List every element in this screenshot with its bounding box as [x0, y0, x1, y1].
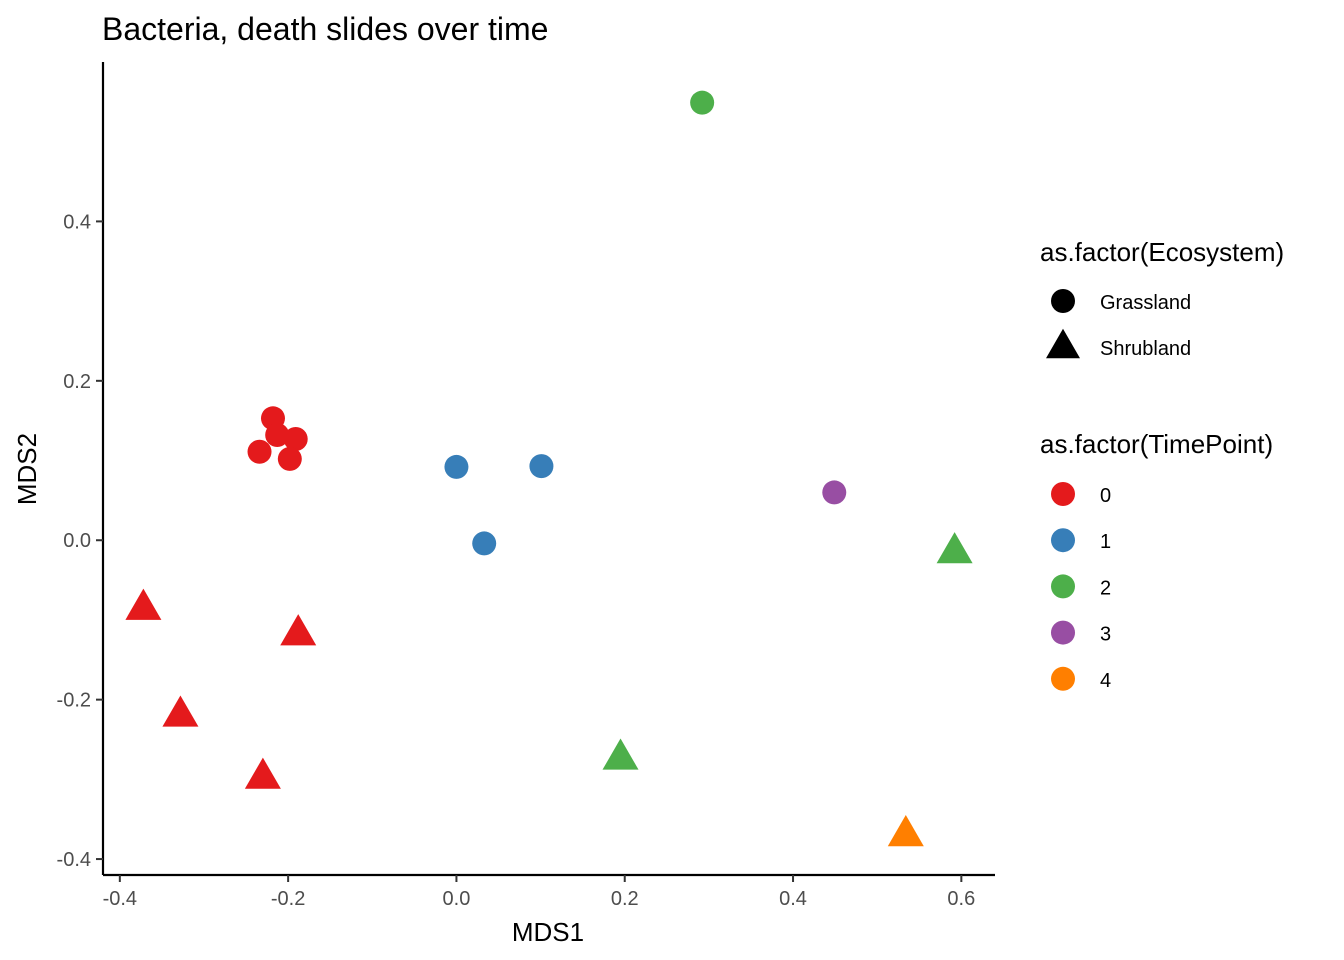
y-tick-label: 0.4 — [63, 211, 91, 233]
shape-legend-label: Shrubland — [1100, 338, 1191, 360]
data-point-triangle — [936, 532, 973, 564]
color-legend-label: 3 — [1100, 624, 1111, 646]
y-tick-label: -0.2 — [57, 690, 91, 712]
data-point-circle — [283, 427, 308, 452]
y-tick-label: 0.2 — [63, 371, 91, 393]
data-point-circle — [444, 454, 469, 479]
legend-key-color — [1051, 620, 1075, 645]
legend-key-triangle — [1046, 328, 1080, 359]
data-point-circle — [529, 454, 554, 479]
color-legend-label: 0 — [1100, 485, 1111, 507]
y-axis-title: MDS2 — [12, 433, 42, 505]
color-legend-title: as.factor(TimePoint) — [1040, 429, 1273, 459]
legend-key-circle — [1051, 289, 1075, 313]
x-axis-title: MDS1 — [512, 917, 584, 947]
data-point-circle — [690, 90, 715, 115]
data-point-triangle — [887, 815, 924, 847]
y-tick-label: 0.0 — [63, 530, 91, 552]
legend-key-color — [1051, 528, 1075, 553]
x-tick-label: -0.4 — [103, 888, 137, 910]
x-tick-label: -0.2 — [271, 888, 305, 910]
data-points — [125, 90, 973, 847]
data-point-triangle — [280, 614, 317, 646]
y-tick-label: -0.4 — [57, 849, 91, 871]
legend-key-color — [1051, 482, 1075, 506]
axes: -0.4 -0.2 0.0 0.2 0.4 0.6 -0.4 -0.2 0.0 0.2 0.4 — [57, 62, 995, 910]
shape-legend-title: as.factor(Ecosystem) — [1040, 237, 1284, 267]
legend: as.factor(Ecosystem) Grassland Shrubland as… — [1040, 237, 1284, 692]
data-point-circle — [472, 531, 497, 556]
legend-key-color — [1051, 666, 1075, 691]
x-tick-label: 0.2 — [611, 888, 639, 910]
legend-key-color — [1051, 574, 1075, 599]
color-legend-label: 4 — [1100, 670, 1111, 692]
data-point-circle — [265, 423, 290, 448]
data-point-circle — [247, 439, 272, 464]
x-tick-label: 0.4 — [779, 888, 807, 910]
data-point-circle — [822, 480, 847, 505]
data-point-triangle — [162, 695, 199, 727]
x-tick-label: 0.6 — [947, 888, 975, 910]
data-point-triangle — [244, 757, 281, 789]
data-point-triangle — [602, 738, 639, 770]
shape-legend-label: Grassland — [1100, 292, 1191, 314]
data-point-triangle — [125, 588, 162, 620]
chart-title: Bacteria, death slides over time — [102, 11, 548, 47]
x-tick-label: 0.0 — [443, 888, 471, 910]
color-legend-label: 2 — [1100, 577, 1111, 599]
color-legend-label: 1 — [1100, 531, 1111, 553]
data-point-circle — [277, 446, 302, 471]
